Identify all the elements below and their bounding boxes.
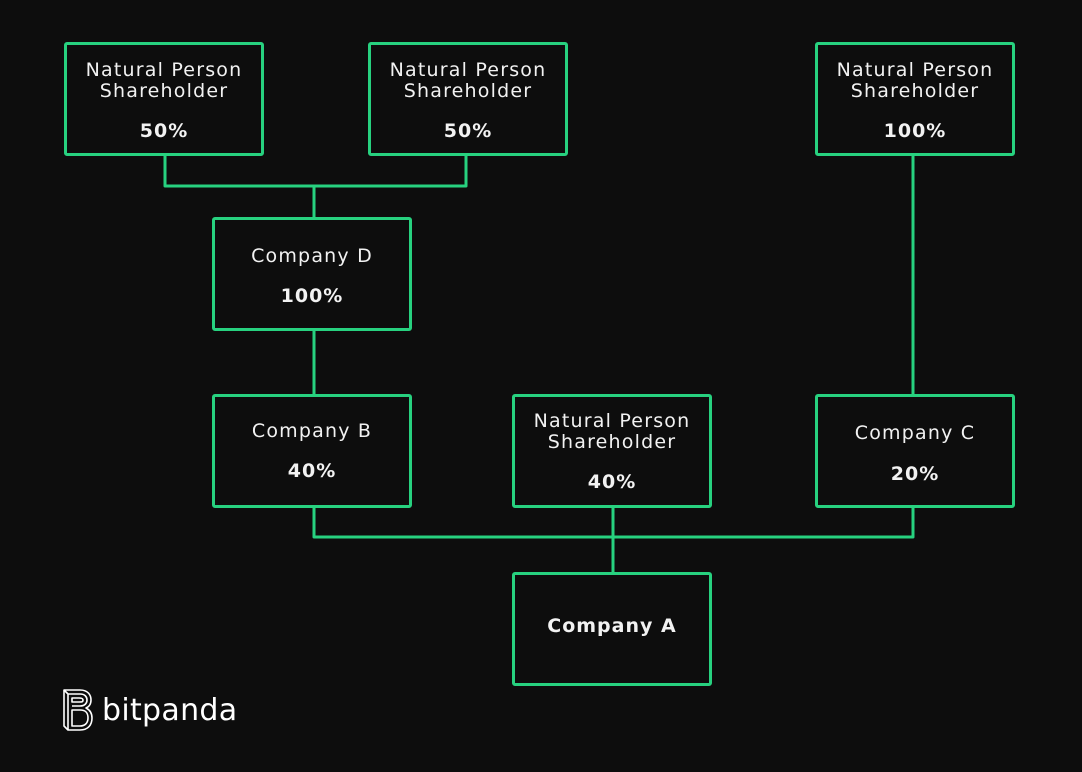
node-percentage: 50% xyxy=(443,120,493,142)
node-label: Shareholder xyxy=(403,80,533,102)
node-label: Shareholder xyxy=(99,80,229,102)
node-natural-person-4: Natural Person Shareholder 40% xyxy=(512,394,712,508)
edge-b-np4-c-to-a xyxy=(312,507,915,572)
node-company-d: Company D 100% xyxy=(212,217,412,331)
bitpanda-wordmark: bitpanda xyxy=(102,692,238,728)
bitpanda-b-icon xyxy=(63,689,93,731)
node-natural-person-1: Natural Person Shareholder 50% xyxy=(64,42,264,156)
node-label: Natural Person xyxy=(836,59,994,81)
node-label: Natural Person xyxy=(85,59,243,81)
node-company-b: Company B 40% xyxy=(212,394,412,508)
node-label: Company A xyxy=(547,615,677,637)
node-label: Company D xyxy=(251,245,373,267)
node-percentage: 100% xyxy=(883,120,947,142)
bitpanda-logo: bitpanda xyxy=(62,688,237,732)
node-percentage: 20% xyxy=(890,463,940,485)
edge-np1-np2-to-d xyxy=(163,155,468,217)
node-percentage: 100% xyxy=(280,285,344,307)
node-company-a: Company A xyxy=(512,572,712,686)
node-percentage: 50% xyxy=(139,120,189,142)
node-natural-person-2: Natural Person Shareholder 50% xyxy=(368,42,568,156)
node-percentage: 40% xyxy=(287,460,337,482)
node-label: Company C xyxy=(854,422,976,444)
node-natural-person-3: Natural Person Shareholder 100% xyxy=(815,42,1015,156)
node-label: Natural Person xyxy=(533,410,691,432)
node-label: Natural Person xyxy=(389,59,547,81)
node-company-c: Company C 20% xyxy=(815,394,1015,508)
node-label: Company B xyxy=(251,420,373,442)
node-percentage: 40% xyxy=(587,471,637,493)
node-label: Shareholder xyxy=(850,80,980,102)
node-label: Shareholder xyxy=(547,431,677,453)
